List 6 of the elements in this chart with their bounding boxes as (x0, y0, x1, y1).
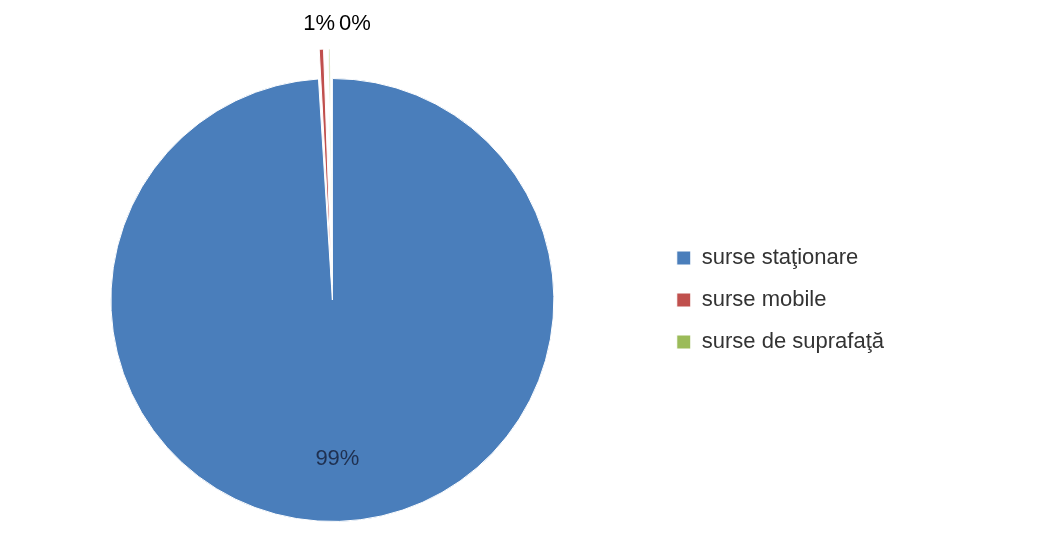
legend-label: surse staţionare (701, 244, 859, 270)
data-label: 0% (339, 10, 371, 36)
legend-label: surse de suprafaţă (701, 328, 885, 354)
data-label: 1% (303, 10, 336, 36)
legend-label: surse mobile (701, 286, 827, 312)
data-label: 99% (315, 445, 360, 471)
